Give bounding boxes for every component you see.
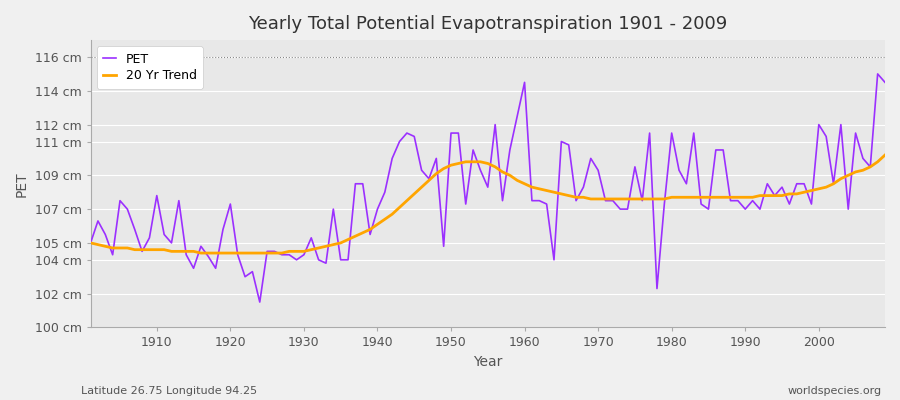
- Title: Yearly Total Potential Evapotranspiration 1901 - 2009: Yearly Total Potential Evapotranspiratio…: [248, 15, 727, 33]
- Line: 20 Yr Trend: 20 Yr Trend: [91, 155, 885, 253]
- Text: worldspecies.org: worldspecies.org: [788, 386, 882, 396]
- PET: [615, 207, 626, 212]
- 20 Yr Trend: [526, 185, 537, 190]
- PET: [86, 240, 96, 245]
- PET: [872, 72, 883, 76]
- PET: [144, 236, 155, 240]
- Line: PET: PET: [91, 74, 885, 302]
- X-axis label: Year: Year: [473, 355, 502, 369]
- 20 Yr Trend: [615, 196, 626, 201]
- PET: [526, 198, 537, 203]
- Y-axis label: PET: PET: [15, 171, 29, 196]
- PET: [519, 80, 530, 85]
- Text: Latitude 26.75 Longitude 94.25: Latitude 26.75 Longitude 94.25: [81, 386, 257, 396]
- 20 Yr Trend: [519, 181, 530, 186]
- 20 Yr Trend: [195, 251, 206, 256]
- PET: [879, 80, 890, 85]
- 20 Yr Trend: [357, 230, 368, 235]
- PET: [357, 181, 368, 186]
- PET: [313, 258, 324, 262]
- 20 Yr Trend: [86, 240, 96, 245]
- 20 Yr Trend: [313, 246, 324, 250]
- Legend: PET, 20 Yr Trend: PET, 20 Yr Trend: [97, 46, 202, 89]
- PET: [255, 300, 266, 304]
- 20 Yr Trend: [879, 153, 890, 158]
- 20 Yr Trend: [144, 247, 155, 252]
